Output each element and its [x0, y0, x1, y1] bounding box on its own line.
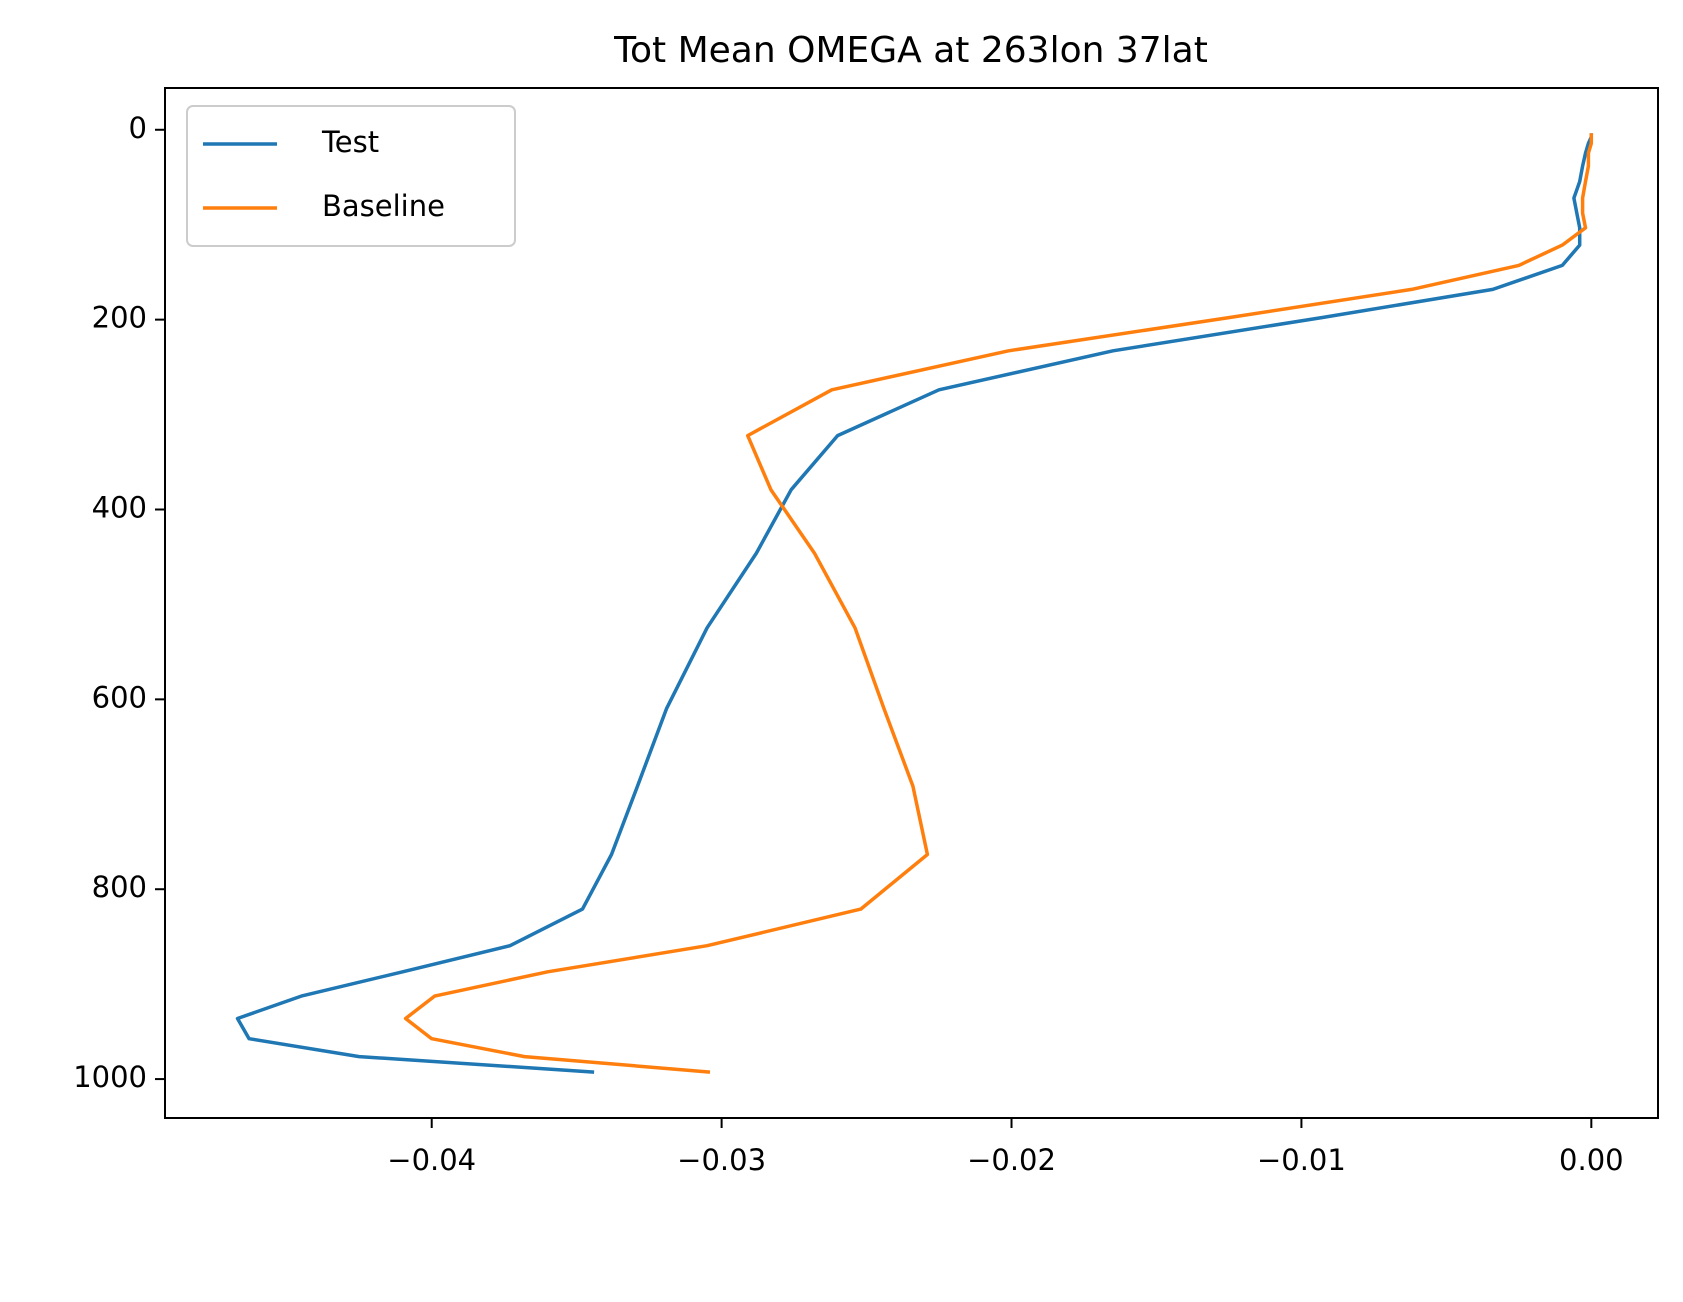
x-tick-label: −0.04: [387, 1143, 476, 1177]
y-tick-label: 1000: [73, 1060, 147, 1094]
legend-label: Baseline: [322, 189, 445, 223]
y-tick-label: 800: [92, 870, 147, 904]
plot-frame: [164, 87, 1659, 1119]
data-line: [403, 133, 1594, 1074]
x-tick-label: 0.00: [1559, 1143, 1624, 1177]
chart-title: Tot Mean OMEGA at 263lon 37lat: [613, 30, 1208, 71]
y-tick-label: 200: [92, 301, 147, 335]
x-tick-label: −0.01: [1257, 1143, 1346, 1177]
x-tick-label: −0.03: [677, 1143, 766, 1177]
data-line: [235, 133, 1594, 1074]
y-tick-label: 400: [92, 490, 147, 524]
legend-box: [186, 105, 516, 247]
legend-label: Test: [321, 125, 379, 159]
x-tick-label: −0.02: [967, 1143, 1056, 1177]
y-tick-label: 0: [129, 111, 147, 145]
y-tick-label: 600: [92, 680, 147, 714]
